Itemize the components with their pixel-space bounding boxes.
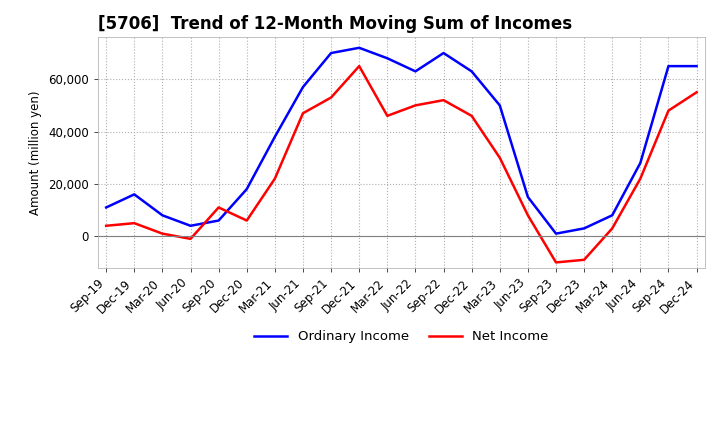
- Ordinary Income: [215, 218, 223, 223]
- Line: Net Income: Net Income: [106, 66, 696, 262]
- Net Income: [467, 113, 476, 118]
- Ordinary Income: [271, 134, 279, 139]
- Ordinary Income: [383, 55, 392, 61]
- Ordinary Income: [608, 213, 616, 218]
- Ordinary Income: [636, 160, 644, 165]
- Net Income: [664, 108, 672, 113]
- Ordinary Income: [186, 223, 195, 228]
- Net Income: [636, 176, 644, 181]
- Ordinary Income: [158, 213, 167, 218]
- Ordinary Income: [355, 45, 364, 51]
- Net Income: [383, 113, 392, 118]
- Text: [5706]  Trend of 12-Month Moving Sum of Incomes: [5706] Trend of 12-Month Moving Sum of I…: [98, 15, 572, 33]
- Net Income: [215, 205, 223, 210]
- Ordinary Income: [552, 231, 560, 236]
- Net Income: [439, 98, 448, 103]
- Ordinary Income: [130, 192, 139, 197]
- Net Income: [552, 260, 560, 265]
- Net Income: [355, 63, 364, 69]
- Net Income: [495, 155, 504, 160]
- Ordinary Income: [327, 51, 336, 56]
- Ordinary Income: [439, 51, 448, 56]
- Net Income: [327, 95, 336, 100]
- Net Income: [243, 218, 251, 223]
- Net Income: [580, 257, 588, 262]
- Legend: Ordinary Income, Net Income: Ordinary Income, Net Income: [249, 325, 554, 348]
- Net Income: [523, 213, 532, 218]
- Ordinary Income: [102, 205, 110, 210]
- Net Income: [608, 226, 616, 231]
- Ordinary Income: [243, 187, 251, 192]
- Ordinary Income: [523, 194, 532, 200]
- Net Income: [130, 220, 139, 226]
- Net Income: [299, 110, 307, 116]
- Net Income: [102, 223, 110, 228]
- Ordinary Income: [495, 103, 504, 108]
- Net Income: [271, 176, 279, 181]
- Ordinary Income: [299, 84, 307, 90]
- Net Income: [158, 231, 167, 236]
- Net Income: [186, 236, 195, 242]
- Line: Ordinary Income: Ordinary Income: [106, 48, 696, 234]
- Ordinary Income: [580, 226, 588, 231]
- Y-axis label: Amount (million yen): Amount (million yen): [30, 90, 42, 215]
- Ordinary Income: [692, 63, 701, 69]
- Ordinary Income: [664, 63, 672, 69]
- Ordinary Income: [467, 69, 476, 74]
- Net Income: [692, 90, 701, 95]
- Ordinary Income: [411, 69, 420, 74]
- Net Income: [411, 103, 420, 108]
